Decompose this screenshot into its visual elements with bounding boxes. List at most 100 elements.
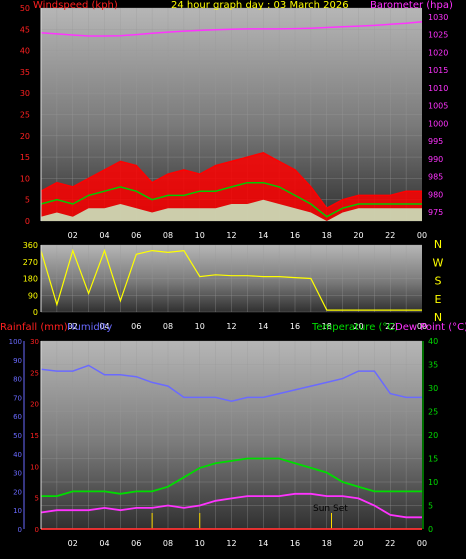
x-tick-label: 18 bbox=[322, 231, 332, 240]
barometer-tick-label: 1030 bbox=[428, 13, 448, 22]
temperature-tick-label: 15 bbox=[428, 455, 438, 464]
x-tick-label: 16 bbox=[290, 539, 300, 548]
windspeed-tick-label: 15 bbox=[20, 153, 30, 162]
x-tick-label: 16 bbox=[290, 322, 300, 331]
x-tick-label: 14 bbox=[258, 539, 268, 548]
temperature-axis-title: Temperature (°C) bbox=[311, 322, 398, 333]
wind-average-line bbox=[40, 181, 422, 218]
humidity-tick-label: 70 bbox=[13, 394, 22, 402]
dewpoint-line bbox=[40, 492, 422, 519]
x-tick-label: 04 bbox=[99, 539, 109, 548]
rainfall-tick-label: 20 bbox=[30, 401, 39, 409]
barometer-tick-label: 990 bbox=[428, 155, 443, 164]
dewpoint-axis-title: Dew Point (°C) bbox=[395, 322, 466, 333]
humidity-tick-label: 100 bbox=[9, 338, 22, 346]
windspeed-tick-label: 5 bbox=[25, 196, 30, 205]
humidity-tick-label: 30 bbox=[13, 470, 22, 478]
rainfall-tick-label: 0 bbox=[35, 526, 39, 534]
x-tick-label: 04 bbox=[99, 231, 109, 240]
x-tick-label: 10 bbox=[195, 539, 205, 548]
temperature-tick-label: 25 bbox=[428, 408, 438, 417]
humidity-tick-label: 60 bbox=[13, 413, 22, 421]
x-tick-label: 22 bbox=[385, 231, 395, 240]
rainfall-tick-label: 15 bbox=[30, 432, 39, 440]
humidity-tick-label: 20 bbox=[13, 488, 22, 496]
barometer-tick-label: 980 bbox=[428, 190, 443, 199]
x-tick-label: 22 bbox=[385, 539, 395, 548]
humidity-line bbox=[40, 364, 422, 402]
x-tick-label: 16 bbox=[290, 231, 300, 240]
barometer-tick-label: 1025 bbox=[428, 31, 448, 40]
humidity-tick-label: 10 bbox=[13, 507, 22, 515]
humidity-tick-label: 40 bbox=[13, 451, 22, 459]
direction-tick-label: 0 bbox=[33, 308, 38, 317]
windspeed-tick-label: 40 bbox=[20, 47, 30, 56]
humidity-tick-label: 90 bbox=[13, 357, 22, 365]
barometer-tick-label: 1005 bbox=[428, 102, 448, 111]
barometer-axis-title: Barometer (hpa) bbox=[370, 0, 453, 11]
temperature-tick-label: 30 bbox=[428, 384, 438, 393]
barometer-line bbox=[40, 21, 423, 37]
temperature-tick-label: 35 bbox=[428, 361, 438, 370]
x-tick-label: 08 bbox=[163, 322, 173, 331]
x-tick-label: 00 bbox=[417, 322, 427, 331]
temperature-line bbox=[41, 457, 422, 498]
x-tick-label: 22 bbox=[385, 322, 395, 331]
graph-title: 24 hour graph day : 03 March 2026 bbox=[171, 0, 349, 11]
windspeed-axis-title: Windspeed (kph) bbox=[33, 0, 118, 11]
humidity-tick-label: 0 bbox=[18, 526, 22, 534]
direction-tick-label: 90 bbox=[28, 291, 38, 300]
x-tick-label: 12 bbox=[226, 322, 236, 331]
x-tick-label: 14 bbox=[258, 231, 268, 240]
barometer-tick-label: 995 bbox=[428, 137, 443, 146]
compass-label: S bbox=[435, 275, 442, 288]
barometer-tick-label: 1020 bbox=[428, 48, 448, 57]
barometer-tick-label: 985 bbox=[428, 173, 443, 182]
x-tick-label: 06 bbox=[131, 539, 141, 548]
x-tick-label: 04 bbox=[99, 322, 109, 331]
windspeed-tick-label: 50 bbox=[20, 4, 30, 13]
barometer-tick-label: 1000 bbox=[428, 119, 448, 128]
x-tick-label: 02 bbox=[68, 322, 78, 331]
x-tick-label: 14 bbox=[258, 322, 268, 331]
x-tick-label: 06 bbox=[131, 322, 141, 331]
windspeed-tick-label: 45 bbox=[20, 25, 30, 34]
rainfall-tick-label: 25 bbox=[30, 369, 39, 377]
temperature-tick-label: 0 bbox=[428, 525, 433, 534]
rainfall-tick-label: 10 bbox=[30, 463, 39, 471]
windspeed-tick-label: 30 bbox=[20, 89, 30, 98]
direction-tick-label: 180 bbox=[23, 275, 38, 284]
x-tick-label: 02 bbox=[68, 539, 78, 548]
temperature-tick-label: 20 bbox=[428, 431, 438, 440]
x-tick-label: 06 bbox=[131, 231, 141, 240]
windspeed-tick-label: 35 bbox=[20, 68, 30, 77]
x-tick-label: 10 bbox=[195, 231, 205, 240]
x-tick-label: 10 bbox=[195, 322, 205, 331]
humidity-axis-title: Humidity bbox=[67, 322, 112, 333]
x-tick-label: 18 bbox=[322, 322, 332, 331]
temperature-tick-label: 5 bbox=[428, 502, 433, 511]
direction-tick-label: 270 bbox=[23, 258, 38, 267]
barometer-tick-label: 1010 bbox=[428, 84, 448, 93]
x-tick-label: 20 bbox=[353, 322, 363, 331]
wind-min-area bbox=[41, 199, 422, 221]
rainfall-axis-title: Rainfall (mm) bbox=[0, 322, 68, 333]
barometer-tick-label: 975 bbox=[428, 208, 443, 217]
x-tick-label: 00 bbox=[417, 539, 427, 548]
rainfall-tick-label: 30 bbox=[30, 338, 39, 346]
barometer-tick-label: 1015 bbox=[428, 66, 448, 75]
x-tick-label: 20 bbox=[353, 231, 363, 240]
x-tick-label: 18 bbox=[322, 539, 332, 548]
compass-label: W bbox=[433, 256, 444, 269]
x-tick-label: 02 bbox=[68, 231, 78, 240]
x-tick-label: 20 bbox=[353, 539, 363, 548]
temperature-tick-label: 40 bbox=[428, 337, 438, 346]
x-tick-label: 08 bbox=[163, 231, 173, 240]
windspeed-tick-label: 10 bbox=[20, 174, 30, 183]
compass-label: N bbox=[434, 311, 442, 324]
temperature-tick-label: 10 bbox=[428, 478, 438, 487]
compass-label: N bbox=[434, 238, 442, 251]
x-tick-label: 08 bbox=[163, 539, 173, 548]
